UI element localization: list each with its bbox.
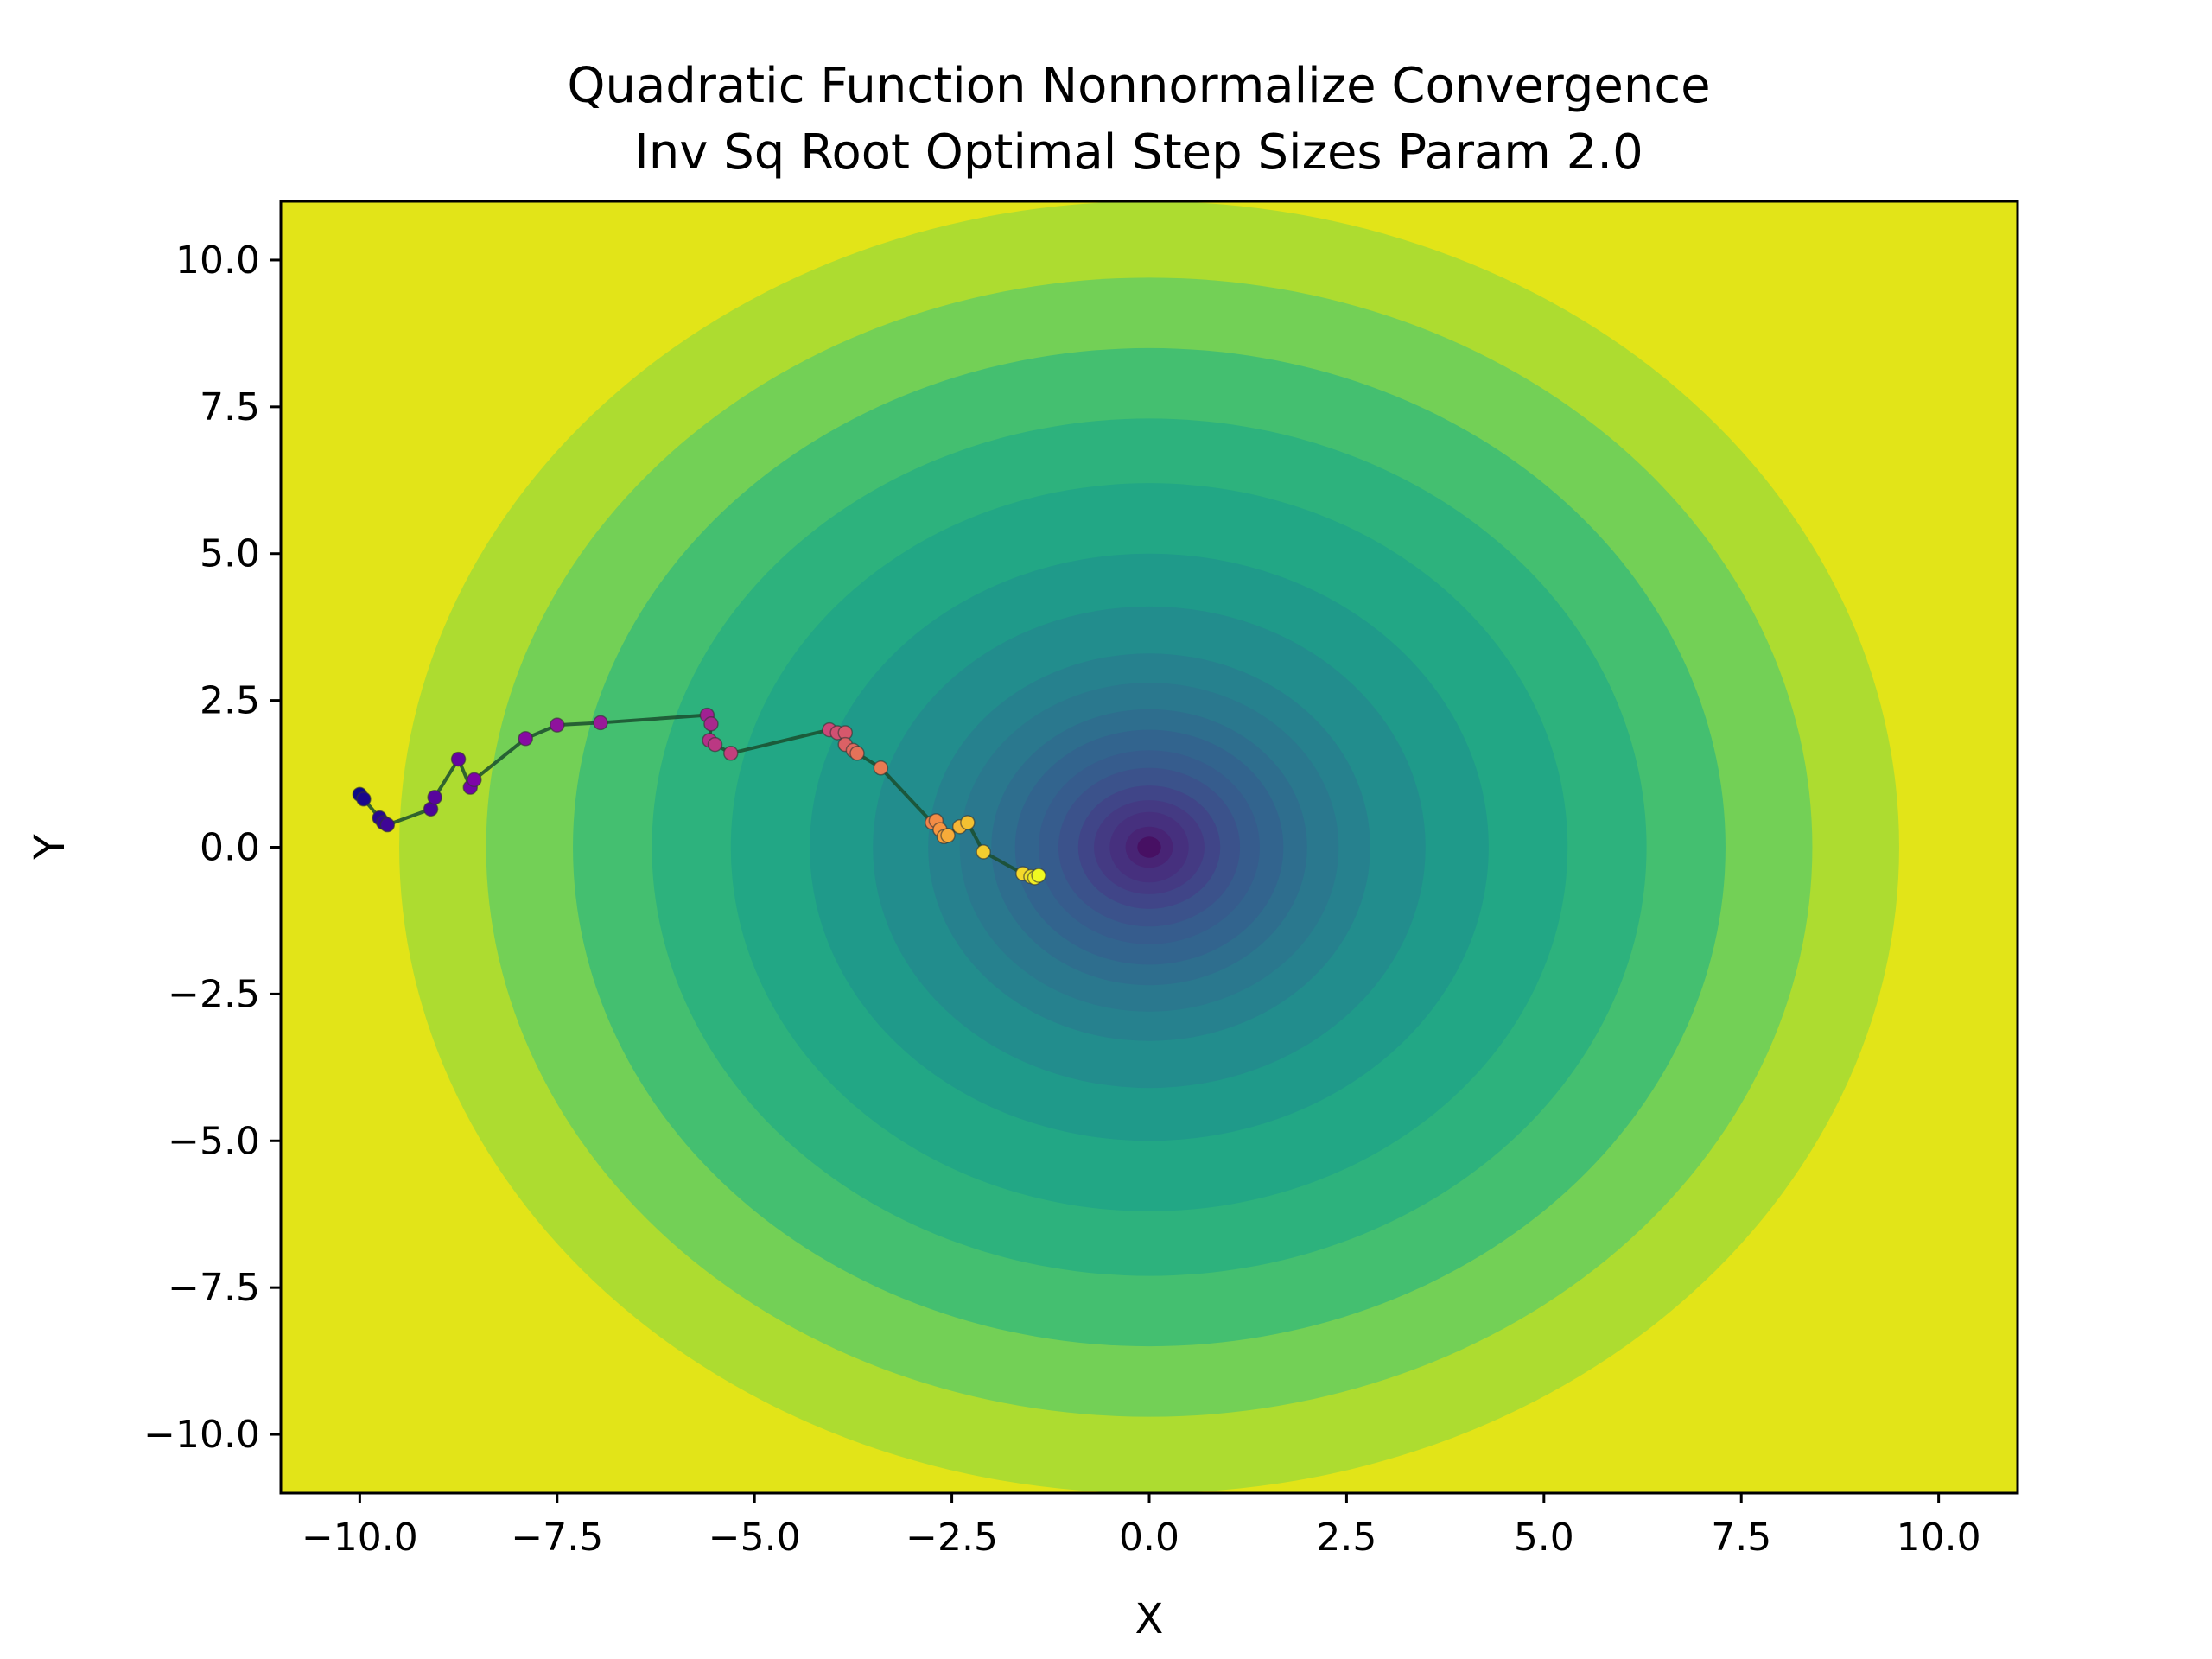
- x-tick-label: 10.0: [1897, 1516, 1981, 1560]
- path-point: [467, 772, 482, 788]
- y-tick-label: −2.5: [168, 972, 260, 1016]
- contour-layer: [281, 201, 2018, 1493]
- path-point: [450, 751, 467, 767]
- path-point: [550, 717, 565, 733]
- path-point: [356, 791, 372, 807]
- y-tick-label: −10.0: [143, 1413, 260, 1457]
- path-point: [873, 760, 889, 776]
- y-tick-label: 7.5: [200, 385, 260, 429]
- y-tick-label: 10.0: [175, 238, 260, 283]
- path-point: [723, 746, 739, 761]
- x-tick-label: 2.5: [1316, 1516, 1376, 1560]
- path-point: [960, 815, 976, 830]
- path-point: [1031, 868, 1046, 883]
- x-tick-label: 0.0: [1119, 1516, 1179, 1560]
- path-point: [976, 844, 991, 860]
- path-point: [379, 817, 396, 833]
- x-axis: −10.0 −7.5 −5.0 −2.5 0.0 2.5 5.0 7.5 10.0: [302, 1493, 1981, 1560]
- chart-title-line-1: Quadratic Function Nonnormalize Converge…: [567, 58, 1710, 114]
- path-point: [593, 715, 608, 731]
- x-tick-label: −10.0: [302, 1516, 418, 1560]
- plot-area: [281, 201, 2018, 1493]
- contour-level: [1137, 836, 1161, 858]
- y-axis: −10.0 −7.5 −5.0 −2.5 0.0 2.5 5.0 7.5 10.0: [143, 238, 281, 1457]
- path-point: [427, 789, 442, 805]
- y-tick-label: 5.0: [200, 532, 260, 576]
- chart-title-line-2: Inv Sq Root Optimal Step Sizes Param 2.0: [634, 124, 1643, 181]
- path-point: [518, 731, 533, 747]
- path-point: [707, 736, 723, 753]
- path-point: [849, 746, 865, 761]
- y-tick-label: 0.0: [200, 826, 260, 870]
- x-tick-label: −2.5: [906, 1516, 998, 1560]
- optimization-path: [352, 707, 1046, 886]
- x-axis-label: X: [1135, 1595, 1164, 1643]
- x-tick-label: 5.0: [1514, 1516, 1574, 1560]
- x-tick-label: 7.5: [1711, 1516, 1771, 1560]
- y-tick-label: −5.0: [168, 1119, 260, 1163]
- y-tick-label: −7.5: [168, 1266, 260, 1310]
- y-axis-label: Y: [26, 834, 74, 861]
- y-tick-label: 2.5: [200, 679, 260, 723]
- path-point: [703, 716, 719, 732]
- x-tick-label: −5.0: [709, 1516, 801, 1560]
- x-tick-label: −7.5: [511, 1516, 603, 1560]
- path-point: [940, 828, 956, 843]
